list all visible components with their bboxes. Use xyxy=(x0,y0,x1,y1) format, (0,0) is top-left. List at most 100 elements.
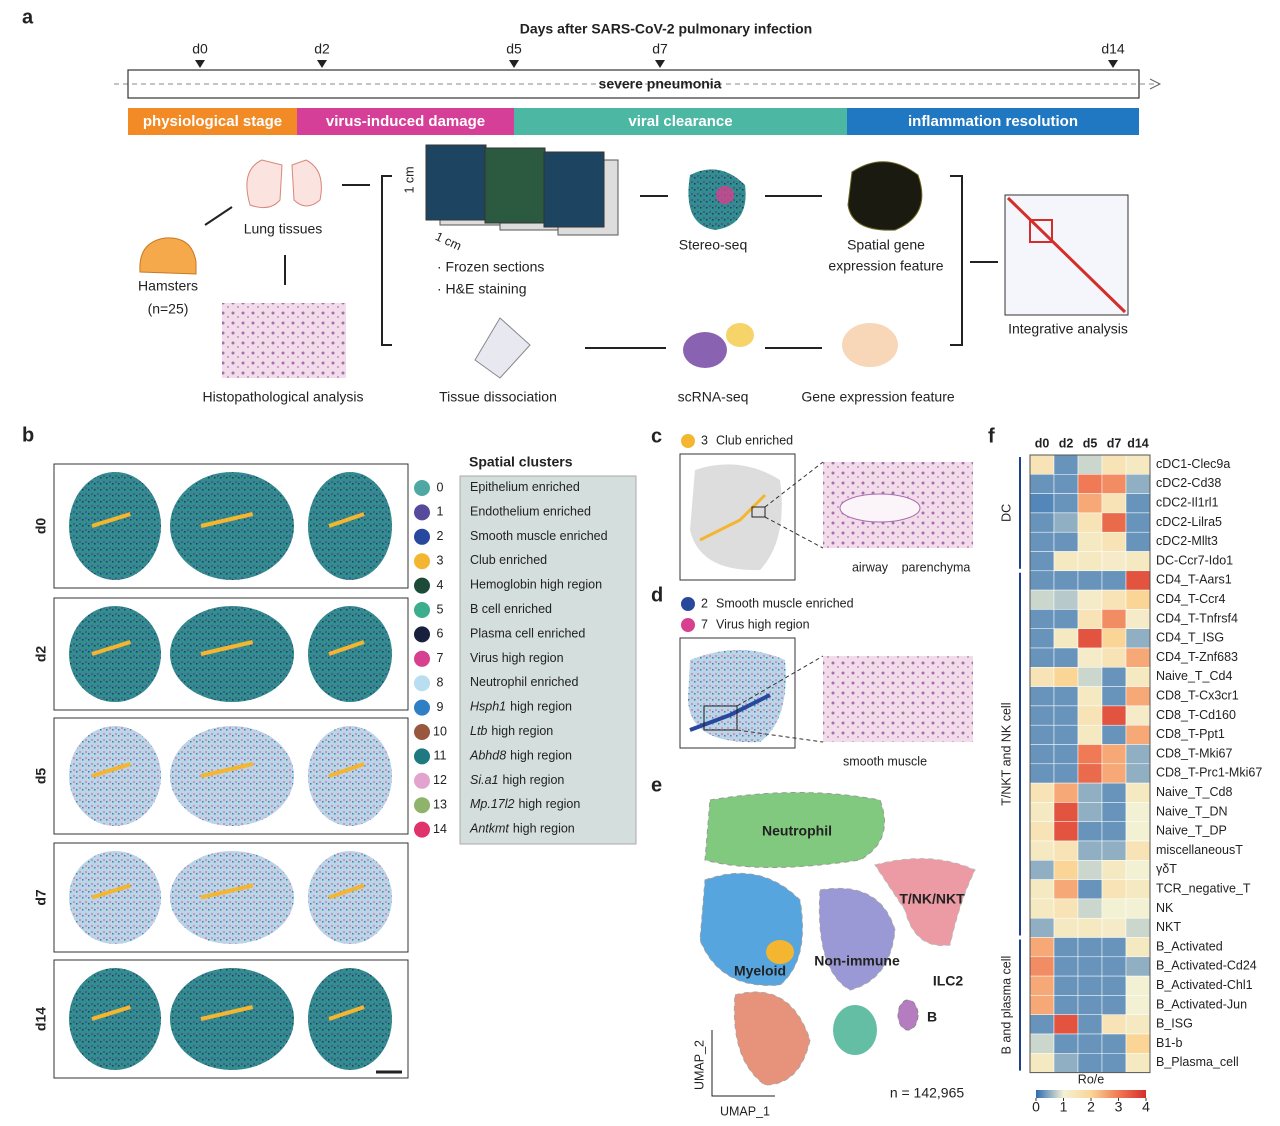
zoom-line xyxy=(736,655,824,707)
legend-dot xyxy=(414,675,430,692)
heatmap-cell xyxy=(1125,917,1151,938)
tissue-detail xyxy=(91,883,131,900)
airway xyxy=(839,493,921,523)
tissue xyxy=(690,464,782,571)
heatmap-cell xyxy=(1053,763,1079,784)
legend-dot xyxy=(681,434,695,448)
tissue-section xyxy=(308,968,392,1070)
heatmap-cell xyxy=(1125,860,1151,880)
heatmap-cell xyxy=(1125,1033,1151,1054)
legend-id: 4 xyxy=(437,578,444,592)
label: (n=25) xyxy=(148,301,189,317)
legend-label: high region xyxy=(491,724,553,738)
heatmap-cell xyxy=(1125,763,1151,784)
gene-name: Abhd8 xyxy=(469,749,506,763)
heatmap-cell xyxy=(1077,937,1103,958)
column-label: d2 xyxy=(1059,436,1074,450)
panel-e: Neutrophil T/NK/NKT Myeloid Non-immune I… xyxy=(692,792,976,1118)
heatmap-cell xyxy=(1125,840,1151,861)
heatmap-cell xyxy=(1101,1033,1127,1054)
legend-label: high region xyxy=(503,773,565,787)
heatmap-cell xyxy=(1125,628,1151,649)
axis-label: UMAP_1 xyxy=(720,1104,770,1118)
heatmap-cell xyxy=(1029,975,1055,996)
gene-name: Si.a1 xyxy=(470,773,499,787)
row-label: CD4_T_ISG xyxy=(1156,631,1224,645)
heatmap-cell xyxy=(1077,840,1103,861)
umap-cluster xyxy=(897,999,919,1031)
heatmap-cell xyxy=(1101,531,1127,552)
heatmap-cell xyxy=(1077,512,1103,533)
legend-dot xyxy=(414,626,430,643)
label: · H&E staining xyxy=(437,281,526,297)
heatmap-cell xyxy=(1029,551,1055,572)
legend-label: Neutrophil enriched xyxy=(470,675,578,689)
row-label: d2 xyxy=(33,646,49,663)
panel-label: c xyxy=(651,425,662,447)
legend-dot xyxy=(414,602,430,618)
legend-entry: B cell enriched xyxy=(470,602,552,616)
legend-entry: Endothelium enriched xyxy=(470,505,591,519)
heatmap-cell xyxy=(1029,744,1055,765)
label: Stereo-seq xyxy=(679,237,747,253)
heatmap-cell xyxy=(1101,570,1127,591)
column-label: d0 xyxy=(1035,436,1050,450)
legend-label: B cell enriched xyxy=(470,602,552,616)
row-label: Naive_T_Cd8 xyxy=(1156,785,1232,799)
tissue-detail xyxy=(91,1005,131,1021)
heatmap-cell xyxy=(1125,782,1151,803)
tissue-detail xyxy=(200,883,254,900)
annotation: parenchyma xyxy=(902,560,971,574)
heatmap-cell xyxy=(1101,493,1127,514)
heatmap-cell xyxy=(1029,840,1055,861)
heatmap-cell xyxy=(1125,956,1151,977)
legend-id: 13 xyxy=(433,797,447,811)
row-label: CD8_T-Prc1-Mki67 xyxy=(1156,766,1262,780)
tissue-section xyxy=(170,968,294,1070)
zoom-line xyxy=(736,729,824,743)
heatmap-cell xyxy=(1053,917,1079,938)
umap-cluster xyxy=(818,887,896,991)
block xyxy=(1029,219,1053,243)
heatmap-cell xyxy=(1101,898,1127,919)
legend-id: 5 xyxy=(437,602,444,616)
umap-cluster xyxy=(704,792,885,868)
heatmap-cell xyxy=(1053,975,1079,996)
zoom-box xyxy=(703,705,738,731)
row-label: B_Activated-Jun xyxy=(1156,997,1247,1011)
heatmap-cell xyxy=(1053,840,1079,861)
column-label: d5 xyxy=(1083,436,1098,450)
heatmap-cell xyxy=(1101,512,1127,533)
column-label: d7 xyxy=(1107,436,1122,450)
stereo-image xyxy=(716,186,734,204)
cluster-label: Myeloid xyxy=(734,963,786,979)
heatmap-cell xyxy=(1053,802,1079,822)
legend-label: high region xyxy=(513,822,575,836)
heatmap-cell xyxy=(1029,705,1055,726)
legend-id: 2 xyxy=(701,596,708,610)
tissue-section xyxy=(170,726,294,826)
legend-dot xyxy=(414,504,430,521)
legend-dot xyxy=(414,797,430,814)
row-label: cDC1-Clec9a xyxy=(1156,457,1230,471)
heatmap-cell xyxy=(1125,551,1151,572)
heatmap-cell xyxy=(1053,667,1079,687)
legend-label: Hemoglobin high region xyxy=(470,578,602,592)
scale-label: 1 cm xyxy=(433,229,463,253)
heatmap-cell xyxy=(1101,917,1127,938)
heatmap-cell xyxy=(1053,937,1079,958)
day-marker xyxy=(195,60,205,68)
heatmap-cell xyxy=(1125,589,1151,610)
legend-label: Plasma cell enriched xyxy=(470,627,585,641)
heatmap-cell xyxy=(1125,493,1151,514)
heatmap-cell xyxy=(1101,474,1127,494)
heatmap-cell xyxy=(1053,570,1079,591)
row-label: CD4_T-Ccr4 xyxy=(1156,592,1226,606)
heatmap-cell xyxy=(1029,1014,1055,1035)
heatmap-cell xyxy=(1101,686,1127,707)
row-label: CD4_T-Aars1 xyxy=(1156,573,1232,587)
heatmap-cell xyxy=(1101,956,1127,977)
legend-entry: Mp.17l2 high region xyxy=(470,797,580,811)
heatmap-cell xyxy=(1029,898,1055,919)
tissue-section xyxy=(308,726,392,826)
